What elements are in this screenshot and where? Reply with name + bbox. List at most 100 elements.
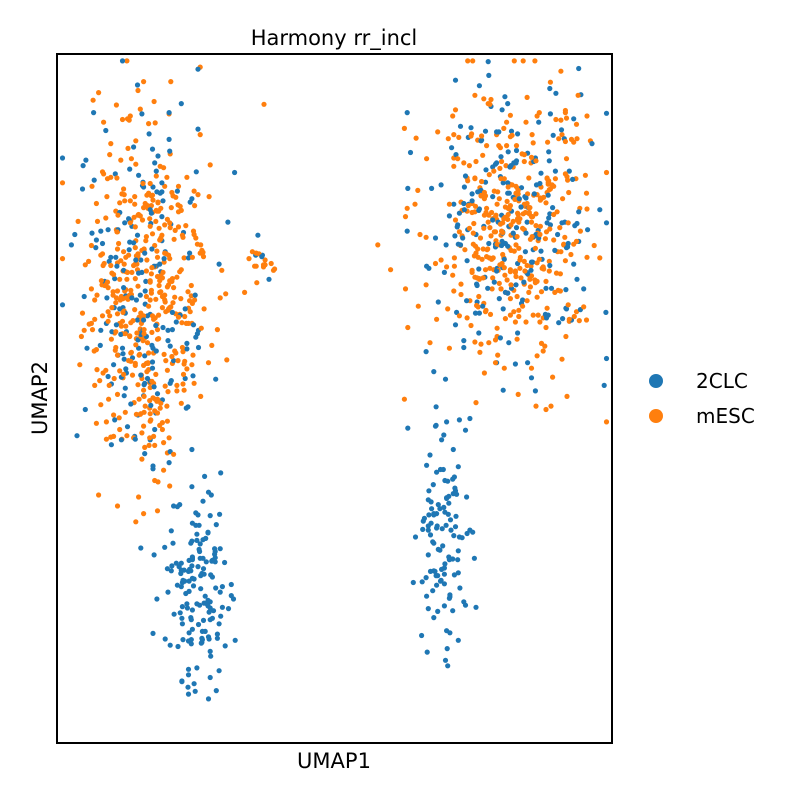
scatter-point-mesc [499, 158, 505, 165]
scatter-point-mesc [157, 405, 163, 411]
scatter-point-mesc [481, 96, 487, 102]
scatter-point-2clc [474, 282, 480, 289]
scatter-point-mesc [114, 503, 121, 509]
scatter-point-mesc [603, 419, 610, 425]
scatter-point-2clc [167, 642, 173, 648]
scatter-point-mesc [512, 269, 519, 275]
scatter-point-2clc [171, 358, 177, 364]
scatter-point-2clc [153, 348, 159, 354]
scatter-point-mesc [94, 367, 100, 373]
scatter-point-mesc [584, 113, 590, 119]
scatter-point-mesc [537, 319, 543, 325]
scatter-point-2clc [449, 145, 455, 151]
y-axis-label: UMAP2 [28, 361, 52, 435]
scatter-point-2clc [461, 338, 467, 344]
scatter-point-mesc [150, 197, 156, 203]
scatter-point-2clc [513, 147, 520, 154]
scatter-point-mesc [157, 163, 163, 169]
scatter-point-2clc [117, 306, 123, 312]
scatter-point-2clc [464, 258, 470, 264]
scatter-point-2clc [405, 425, 411, 431]
scatter-point-mesc [113, 208, 119, 214]
scatter-point-mesc [417, 231, 423, 238]
scatter-point-2clc [462, 173, 469, 179]
scatter-point-2clc [188, 637, 194, 643]
scatter-point-2clc [149, 359, 156, 365]
scatter-point-mesc [509, 182, 515, 188]
scatter-point-2clc [450, 608, 456, 614]
scatter-point-mesc [161, 351, 167, 357]
scatter-point-2clc [545, 192, 551, 198]
scatter-point-mesc [146, 442, 152, 448]
scatter-point-mesc [154, 248, 160, 254]
scatter-point-mesc [94, 292, 100, 298]
scatter-point-mesc [124, 58, 130, 64]
scatter-point-mesc [517, 265, 523, 271]
scatter-point-2clc [438, 182, 444, 188]
scatter-point-mesc [100, 370, 106, 376]
scatter-point-2clc [225, 219, 231, 225]
scatter-point-mesc [505, 216, 511, 222]
scatter-point-2clc [108, 442, 114, 448]
scatter-point-2clc [131, 144, 137, 150]
scatter-point-mesc [445, 136, 451, 142]
scatter-point-2clc [193, 169, 199, 175]
scatter-point-2clc [217, 511, 223, 517]
scatter-point-2clc [184, 605, 190, 611]
scatter-point-mesc [469, 269, 475, 275]
scatter-point-2clc [124, 424, 131, 430]
scatter-point-mesc [508, 282, 514, 288]
scatter-point-2clc [137, 292, 143, 298]
scatter-point-mesc [168, 79, 174, 85]
scatter-point-mesc [272, 266, 278, 272]
scatter-point-2clc [195, 621, 202, 628]
scatter-point-2clc [435, 546, 441, 553]
scatter-point-2clc [490, 194, 496, 200]
scatter-point-mesc [523, 119, 529, 125]
scatter-point-2clc [146, 131, 152, 137]
scatter-point-mesc [206, 194, 212, 200]
scatter-point-2clc [603, 110, 610, 116]
scatter-point-2clc [205, 530, 211, 536]
scatter-point-mesc [528, 154, 535, 160]
scatter-point-2clc [447, 517, 454, 523]
scatter-point-mesc [161, 440, 167, 446]
scatter-point-2clc [486, 72, 492, 78]
scatter-point-2clc [188, 641, 194, 647]
scatter-point-2clc [486, 240, 492, 247]
scatter-point-mesc [564, 393, 570, 399]
scatter-point-mesc [144, 369, 150, 375]
legend-label-mesc: mESC [696, 404, 755, 428]
scatter-point-mesc [200, 249, 206, 255]
scatter-point-mesc [490, 275, 496, 281]
legend-item-2clc: 2CLC [649, 369, 748, 393]
scatter-point-2clc [123, 366, 129, 372]
scatter-point-2clc [74, 433, 80, 439]
scatter-point-mesc [118, 258, 124, 264]
scatter-point-2clc [441, 571, 447, 577]
scatter-point-mesc [152, 120, 158, 126]
scatter-point-2clc [603, 355, 610, 362]
scatter-point-2clc [142, 380, 148, 386]
scatter-point-mesc [113, 329, 119, 335]
scatter-point-mesc [423, 234, 429, 240]
scatter-point-mesc [444, 264, 450, 270]
scatter-point-mesc [128, 156, 134, 162]
scatter-point-2clc [560, 316, 566, 322]
scatter-point-2clc [213, 522, 219, 528]
scatter-points-layer [59, 58, 610, 702]
scatter-point-2clc [174, 582, 180, 588]
scatter-point-2clc [439, 526, 445, 532]
scatter-point-mesc [559, 356, 565, 362]
scatter-point-2clc [552, 168, 559, 174]
scatter-point-2clc [520, 297, 526, 303]
scatter-point-2clc [515, 330, 521, 336]
scatter-point-mesc [179, 344, 185, 351]
scatter-point-2clc [195, 344, 202, 351]
scatter-point-2clc [150, 466, 156, 472]
scatter-point-2clc [429, 506, 435, 512]
scatter-point-2clc [212, 546, 218, 552]
scatter-point-2clc [524, 219, 530, 225]
scatter-point-mesc [476, 276, 482, 282]
scatter-point-2clc [500, 180, 506, 186]
